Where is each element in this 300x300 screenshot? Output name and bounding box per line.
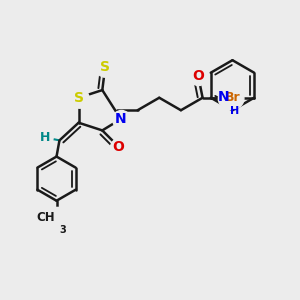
Text: CH: CH	[36, 211, 55, 224]
Text: Br: Br	[225, 91, 241, 104]
Text: N: N	[218, 90, 229, 104]
Text: H: H	[40, 131, 50, 144]
Text: 3: 3	[59, 225, 66, 235]
Text: O: O	[112, 140, 124, 154]
Text: S: S	[100, 59, 110, 74]
Text: O: O	[192, 69, 204, 83]
Text: S: S	[74, 91, 84, 105]
Text: H: H	[230, 106, 239, 116]
Text: N: N	[115, 112, 127, 126]
